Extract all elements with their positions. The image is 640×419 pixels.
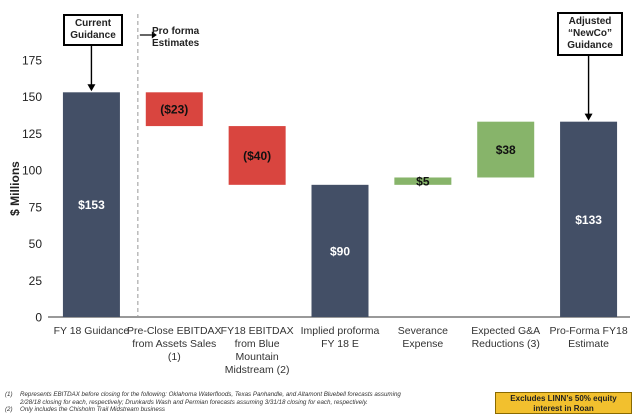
- proforma-line: Estimates: [152, 38, 200, 49]
- category-label: FY18 EBITDAX: [221, 325, 294, 337]
- y-axis-title: $ Millions: [8, 161, 22, 216]
- annotations: [87, 14, 593, 317]
- y-tick-label: 0: [35, 311, 42, 325]
- footnote-line: 2/28/18 closing for each, respectively; …: [20, 398, 368, 406]
- y-tick-label: 25: [29, 274, 43, 288]
- category-label: Reductions (3): [472, 338, 540, 350]
- footnote-number: (1): [5, 391, 13, 398]
- footnote-text: Represents EBITDAX before closing for th…: [20, 391, 401, 406]
- category-label: Severance: [398, 325, 448, 337]
- bar-value-label: $5: [416, 175, 430, 189]
- callout-line: “NewCo”: [568, 28, 612, 39]
- footnote-line: Represents EBITDAX before closing for th…: [20, 391, 401, 398]
- category-label: Midstream (2): [225, 364, 290, 376]
- category-label: FY 18 Guidance: [54, 325, 130, 337]
- callout-line: Guidance: [567, 40, 613, 51]
- y-tick-label: 175: [22, 54, 42, 68]
- footnote-line: Only includes the Chisholm Trail Midstre…: [20, 406, 166, 414]
- bar-value-label: $133: [575, 213, 602, 227]
- bar: [560, 121, 618, 318]
- equity-note-badge: Excludes LINN’s 50% equity interest in R…: [495, 392, 632, 414]
- adjusted-guidance-callout: Adjusted “NewCo” Guidance: [557, 12, 623, 56]
- bar: [228, 126, 286, 185]
- category-label: Expected G&A: [471, 325, 540, 337]
- bar-value-label: ($40): [243, 149, 271, 163]
- proforma-line: Pro forma: [152, 26, 200, 37]
- y-tick-label: 125: [22, 127, 42, 141]
- bar-value-label: $90: [330, 244, 350, 258]
- y-tick-label: 100: [22, 164, 42, 178]
- bar-value-label: $153: [78, 198, 105, 212]
- category-label: Expense: [402, 338, 443, 350]
- footnote: (1) Represents EBITDAX before closing fo…: [5, 391, 485, 406]
- footnotes: (1) Represents EBITDAX before closing fo…: [5, 391, 485, 414]
- footnote: (2) Only includes the Chisholm Trail Mid…: [5, 406, 485, 414]
- category-label: Implied proforma: [301, 325, 380, 337]
- current-guidance-callout: Current Guidance: [63, 14, 123, 46]
- y-tick-label: 75: [29, 200, 43, 214]
- category-label: from Blue: [235, 338, 280, 350]
- category-label: Mountain: [236, 351, 279, 363]
- y-axis-title-group: $ Millions: [8, 161, 22, 216]
- category-label: (1): [168, 351, 181, 363]
- y-tick-label: 150: [22, 90, 42, 104]
- bar: [394, 177, 452, 185]
- callout-line: Guidance: [70, 30, 116, 41]
- category-label: Estimate: [568, 338, 609, 350]
- bar: [477, 121, 535, 178]
- bar: [62, 92, 120, 318]
- footnote-number: (2): [5, 406, 13, 414]
- bar-value-label: $38: [496, 143, 516, 157]
- badge-line: Excludes LINN’s 50% equity: [510, 394, 617, 403]
- callout-line: Current: [74, 18, 112, 29]
- pro-forma-arrow-head: [151, 31, 157, 39]
- waterfall-chart: $ Millions 0 25 50 75 100 125 150 175 $153 ($23)…: [8, 14, 630, 376]
- bar-value-label: ($23): [160, 103, 188, 117]
- bars: $153 ($23) ($40) $90 $5 $38 $133: [62, 92, 618, 318]
- callout-line: Adjusted: [568, 16, 612, 27]
- current-guidance-arrow-head: [87, 84, 96, 92]
- badge-line: interest in Roan: [533, 403, 594, 413]
- category-label: from Assets Sales: [132, 338, 216, 350]
- pro-forma-estimates-label: Pro forma Estimates: [152, 26, 199, 50]
- bar: [311, 184, 369, 317]
- adjusted-guidance-arrow-head: [584, 113, 593, 121]
- category-label: FY 18 E: [321, 338, 359, 350]
- y-tick-label: 50: [29, 237, 43, 251]
- y-ticks: 0 25 50 75 100 125 150 175: [22, 54, 42, 325]
- category-label: Pre-Close EBITDAX: [127, 325, 222, 337]
- bar: [145, 92, 203, 127]
- category-label: Pro-Forma FY18: [549, 325, 627, 337]
